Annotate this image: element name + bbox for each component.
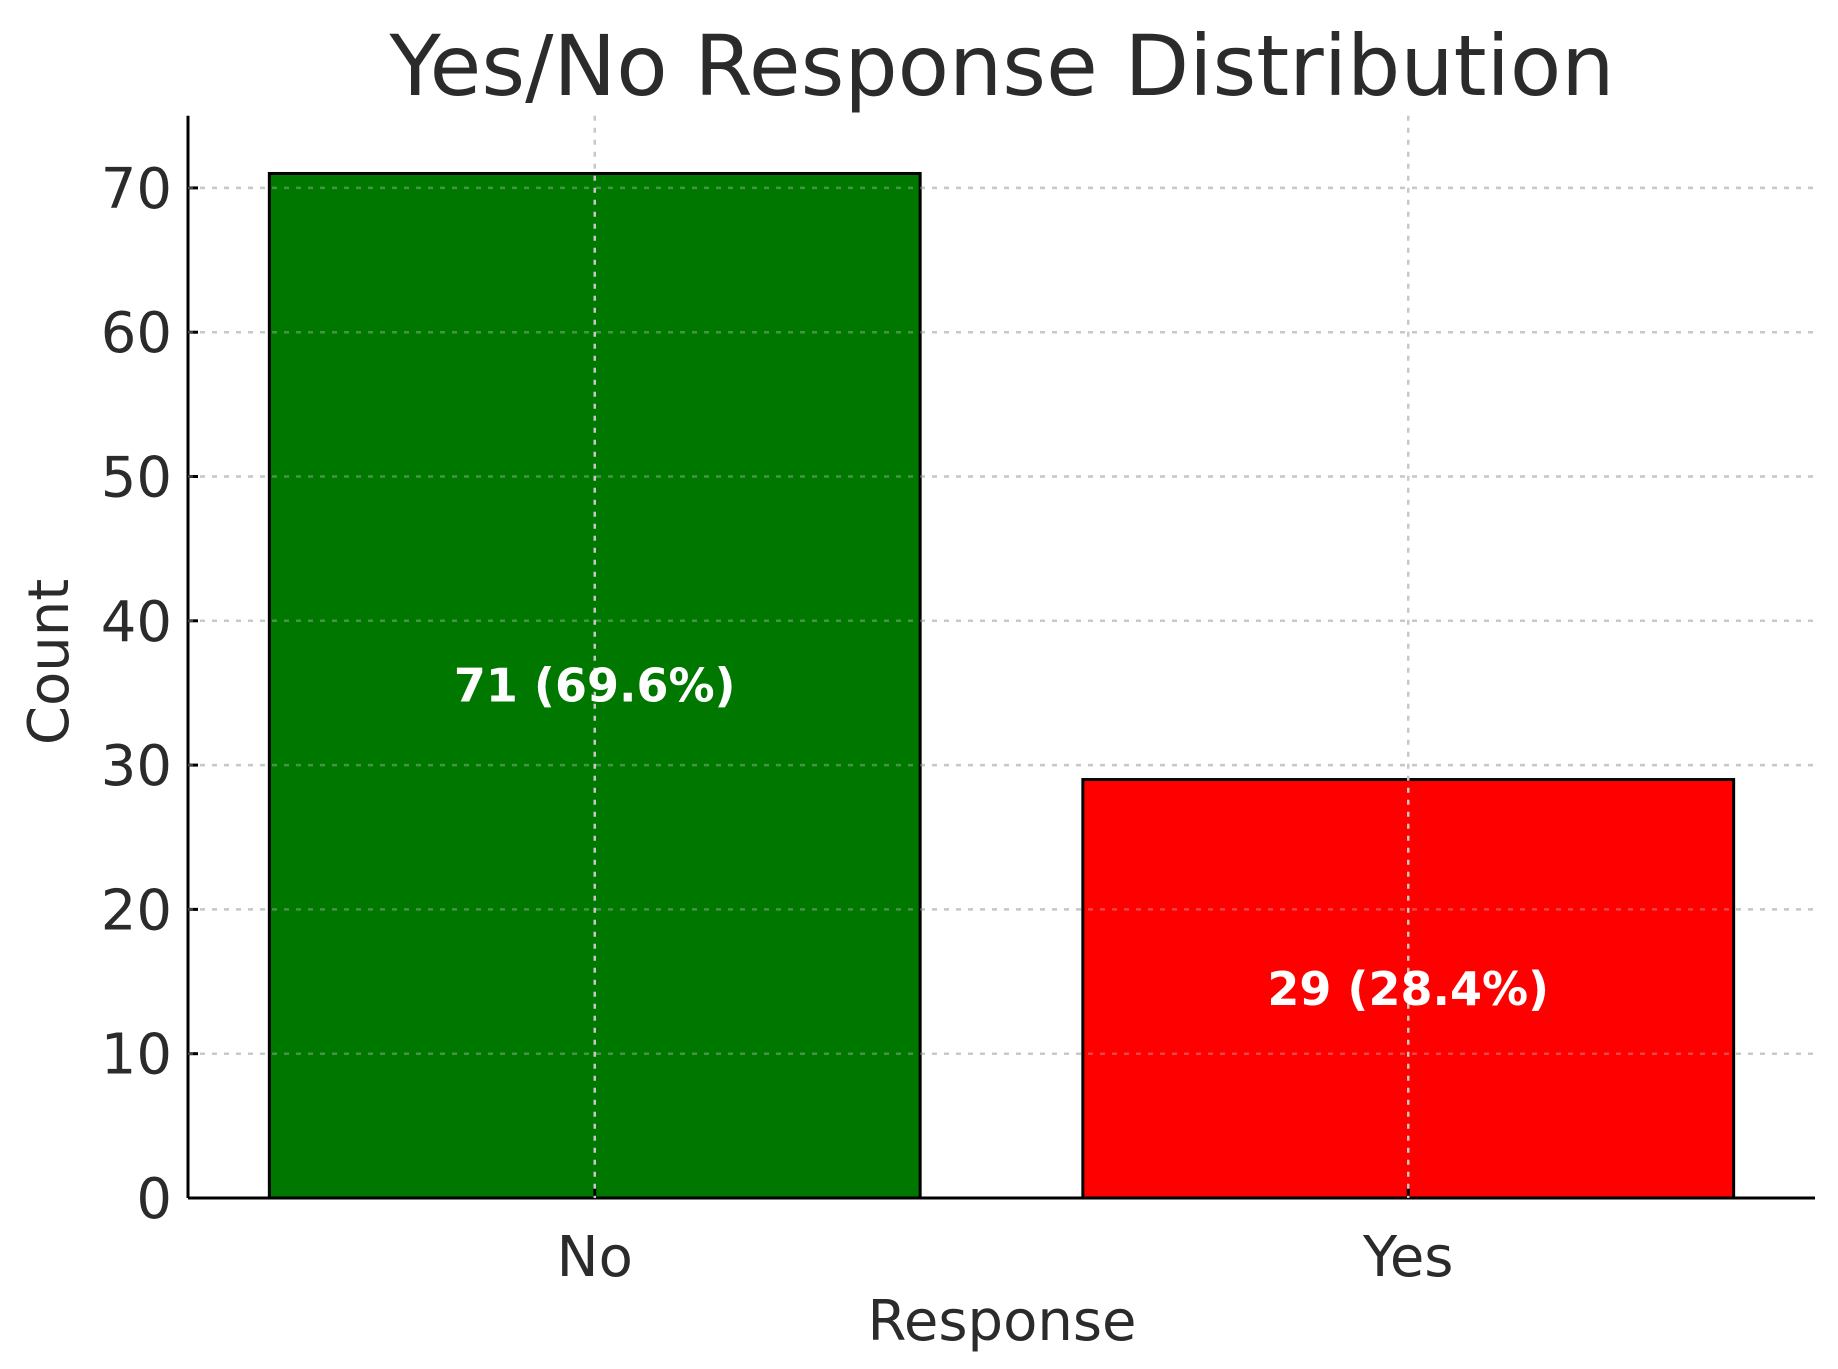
bar-value-label: 71 (69.6%)	[454, 659, 736, 713]
x-axis-label: Response	[868, 1289, 1137, 1354]
y-tick-label: 40	[101, 590, 172, 655]
y-tick-label: 30	[101, 734, 172, 799]
bar-value-label: 29 (28.4%)	[1267, 962, 1549, 1016]
x-tick-label: No	[557, 1225, 633, 1290]
x-tick-label: Yes	[1362, 1225, 1453, 1290]
y-tick-label: 60	[101, 301, 172, 366]
y-tick-label: 70	[101, 157, 172, 222]
chart-title: Yes/No Response Distribution	[388, 17, 1614, 115]
y-axis-label: Count	[17, 579, 82, 745]
y-tick-label: 50	[101, 446, 172, 511]
y-tick-label: 20	[101, 878, 172, 943]
y-tick-label: 0	[136, 1167, 172, 1232]
bar-labels: 71 (69.6%) 29 (28.4%)	[188, 115, 1815, 1198]
y-tick-label: 10	[101, 1023, 172, 1088]
axes: 0 10 20 30 40 50 60 70 No Yes	[101, 115, 1815, 1290]
